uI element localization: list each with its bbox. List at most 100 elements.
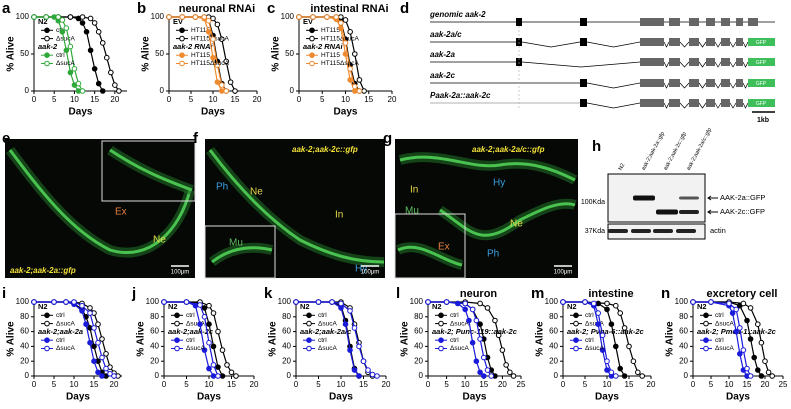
y-axis-label: % Alive bbox=[6, 36, 17, 72]
x-tick-label: 20 bbox=[388, 95, 397, 104]
legend-group-title: aak-2; Pvha-6::aak-2c bbox=[567, 327, 645, 336]
legend-marker bbox=[703, 320, 709, 327]
legend-group-title: N2 bbox=[567, 302, 577, 311]
panel-label: j bbox=[131, 285, 136, 302]
x-tick-label: 10 bbox=[205, 380, 214, 389]
actin-band bbox=[653, 229, 673, 233]
survival-point bbox=[91, 325, 97, 331]
legend-marker bbox=[703, 345, 709, 352]
y-tick-label: 100 bbox=[16, 297, 30, 306]
y-tick-label: 40 bbox=[282, 342, 291, 351]
y-tick-label: 80 bbox=[679, 312, 688, 321]
survival-point bbox=[351, 325, 358, 331]
survival-point bbox=[338, 14, 344, 20]
chart-title: neuronal RNAi bbox=[179, 3, 255, 15]
survival-point bbox=[99, 88, 106, 94]
survival-point bbox=[425, 299, 431, 305]
legend-marker bbox=[44, 60, 50, 67]
survival-point bbox=[183, 299, 190, 305]
survival-point bbox=[219, 347, 226, 353]
survival-point bbox=[210, 343, 217, 350]
x-tick-label: 20 bbox=[382, 380, 391, 389]
survival-point bbox=[206, 321, 212, 328]
legend-label: HT115 bbox=[191, 52, 210, 59]
exon bbox=[721, 99, 730, 107]
exon bbox=[580, 18, 587, 26]
exon bbox=[748, 58, 775, 66]
x-tick-label: 0 bbox=[561, 380, 566, 389]
survival-point bbox=[477, 369, 483, 376]
panel-label: m bbox=[531, 285, 544, 302]
survival-point bbox=[484, 305, 491, 311]
y-tick-label: 80 bbox=[414, 312, 423, 321]
intron bbox=[742, 41, 749, 48]
y-tick-label: 0 bbox=[287, 371, 292, 380]
survival-point bbox=[492, 317, 498, 324]
intron bbox=[698, 102, 707, 109]
survival-point bbox=[755, 321, 761, 328]
y-tick-label: 100 bbox=[545, 297, 559, 306]
y-tick-label: 50 bbox=[20, 49, 29, 58]
exon bbox=[721, 18, 730, 26]
survival-point bbox=[733, 328, 740, 335]
y-axis-label: % Alive bbox=[271, 36, 282, 72]
exon bbox=[748, 38, 775, 46]
band bbox=[656, 209, 678, 215]
survival-point bbox=[95, 369, 101, 376]
gfp-label: GFP bbox=[756, 40, 767, 46]
legend-label: ΔsucA bbox=[56, 35, 75, 42]
x-tick-label: 10 bbox=[70, 95, 79, 104]
legend-label: ΔsucA bbox=[186, 320, 205, 327]
survival-point bbox=[214, 21, 221, 28]
survival-point bbox=[751, 354, 758, 361]
survival-point bbox=[347, 308, 353, 314]
survival-point bbox=[621, 325, 628, 331]
exon bbox=[706, 38, 715, 46]
survival-point bbox=[604, 358, 610, 365]
y-tick-label: 50 bbox=[285, 49, 294, 58]
survival-point bbox=[347, 29, 353, 35]
exon bbox=[748, 79, 775, 87]
x-tick-label: 15 bbox=[479, 380, 488, 389]
legend-group-title: aak-2 bbox=[38, 42, 58, 51]
legend-marker bbox=[44, 35, 50, 42]
legend-group-title: aak-2 RNAi bbox=[173, 42, 214, 51]
survival-point bbox=[507, 369, 513, 376]
survival-point bbox=[361, 88, 367, 94]
x-tick-label: 5 bbox=[184, 380, 189, 389]
survival-point bbox=[79, 14, 86, 20]
survival-point bbox=[591, 300, 597, 307]
annotation: Ph bbox=[487, 249, 499, 260]
survival-point bbox=[179, 14, 185, 20]
survival-point bbox=[462, 306, 469, 313]
legend-marker bbox=[703, 337, 709, 344]
intron bbox=[742, 82, 749, 89]
y-axis-label: % Alive bbox=[400, 321, 411, 357]
x-tick-label: 0 bbox=[32, 380, 37, 389]
x-axis-label: Days bbox=[726, 392, 750, 403]
worm bbox=[399, 155, 576, 182]
survival-point bbox=[228, 369, 235, 376]
exon bbox=[640, 18, 664, 26]
survival-point bbox=[95, 321, 101, 328]
survival-point bbox=[214, 79, 221, 85]
survival-point bbox=[210, 373, 217, 379]
intron bbox=[663, 41, 670, 48]
legend-marker bbox=[438, 320, 444, 327]
band-label: actin bbox=[710, 226, 726, 235]
legend-marker bbox=[309, 52, 315, 59]
y-tick-label: 50 bbox=[155, 49, 164, 58]
x-axis-label: Days bbox=[329, 392, 353, 403]
legend-label: ΔsucA bbox=[715, 320, 734, 327]
survival-point bbox=[79, 302, 85, 309]
survival-line bbox=[693, 301, 773, 377]
x-tick-label: 5 bbox=[320, 95, 325, 104]
survival-point bbox=[758, 339, 765, 346]
exon bbox=[669, 38, 680, 46]
legend-group-title: EV bbox=[303, 17, 313, 26]
legend-marker bbox=[306, 320, 312, 327]
legend-group-title: N2 bbox=[300, 302, 310, 311]
y-tick-label: 20 bbox=[20, 356, 29, 365]
y-tick-label: 20 bbox=[282, 356, 291, 365]
survival-point bbox=[67, 43, 74, 50]
